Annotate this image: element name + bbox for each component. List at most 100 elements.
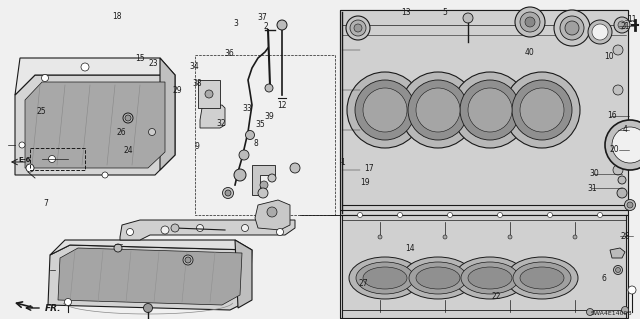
Ellipse shape bbox=[349, 257, 421, 299]
Circle shape bbox=[592, 24, 608, 40]
Text: 13: 13 bbox=[401, 8, 412, 17]
Text: 8: 8 bbox=[253, 139, 259, 148]
Bar bbox=[340, 10, 628, 210]
Circle shape bbox=[397, 212, 403, 218]
Circle shape bbox=[346, 16, 370, 40]
Text: 24: 24 bbox=[123, 146, 133, 155]
Polygon shape bbox=[58, 248, 242, 305]
Circle shape bbox=[223, 188, 234, 198]
Text: 1: 1 bbox=[340, 158, 345, 167]
Circle shape bbox=[612, 127, 640, 163]
Text: 34: 34 bbox=[189, 62, 199, 71]
Circle shape bbox=[127, 228, 134, 235]
Circle shape bbox=[598, 212, 602, 218]
Text: 14: 14 bbox=[404, 244, 415, 253]
Circle shape bbox=[618, 21, 626, 29]
Text: 2: 2 bbox=[263, 22, 268, 31]
Polygon shape bbox=[340, 215, 628, 318]
Circle shape bbox=[19, 142, 25, 148]
Circle shape bbox=[205, 90, 213, 98]
Circle shape bbox=[512, 80, 572, 140]
Text: 37: 37 bbox=[257, 13, 268, 22]
Polygon shape bbox=[255, 200, 290, 230]
Circle shape bbox=[525, 17, 535, 27]
Ellipse shape bbox=[402, 257, 474, 299]
Circle shape bbox=[350, 20, 366, 36]
Text: 29: 29 bbox=[172, 86, 182, 95]
Circle shape bbox=[358, 212, 362, 218]
Circle shape bbox=[161, 226, 169, 234]
Text: 38: 38 bbox=[192, 79, 202, 88]
Polygon shape bbox=[610, 248, 625, 258]
Polygon shape bbox=[48, 245, 252, 310]
Circle shape bbox=[614, 265, 623, 275]
Circle shape bbox=[463, 13, 473, 23]
Bar bbox=[198, 80, 220, 108]
Circle shape bbox=[183, 255, 193, 265]
Circle shape bbox=[443, 235, 447, 239]
Text: 23: 23 bbox=[148, 59, 159, 68]
Circle shape bbox=[234, 169, 246, 181]
Circle shape bbox=[196, 225, 204, 232]
Circle shape bbox=[616, 268, 621, 272]
Circle shape bbox=[65, 299, 72, 306]
Circle shape bbox=[225, 190, 231, 196]
Circle shape bbox=[468, 88, 512, 132]
Circle shape bbox=[355, 80, 415, 140]
Circle shape bbox=[265, 84, 273, 92]
Ellipse shape bbox=[356, 262, 414, 294]
Text: 22: 22 bbox=[492, 292, 500, 301]
Circle shape bbox=[627, 202, 633, 208]
Ellipse shape bbox=[468, 267, 512, 289]
Circle shape bbox=[515, 7, 545, 37]
Circle shape bbox=[617, 188, 627, 198]
Circle shape bbox=[123, 113, 133, 123]
Ellipse shape bbox=[513, 262, 571, 294]
Text: 36: 36 bbox=[224, 49, 234, 58]
Text: 18: 18 bbox=[112, 12, 121, 21]
Text: 26: 26 bbox=[116, 128, 127, 137]
Ellipse shape bbox=[416, 267, 460, 289]
Circle shape bbox=[241, 225, 248, 232]
Polygon shape bbox=[252, 165, 275, 195]
Ellipse shape bbox=[520, 267, 564, 289]
Text: 15: 15 bbox=[134, 54, 145, 63]
Circle shape bbox=[586, 308, 593, 315]
Circle shape bbox=[239, 150, 249, 160]
Ellipse shape bbox=[363, 267, 407, 289]
Circle shape bbox=[618, 176, 626, 184]
Text: 9: 9 bbox=[195, 142, 200, 151]
Text: 3: 3 bbox=[233, 19, 238, 28]
Circle shape bbox=[621, 307, 628, 314]
Text: 11: 11 bbox=[628, 15, 637, 24]
Circle shape bbox=[49, 155, 56, 162]
Text: 5: 5 bbox=[442, 8, 447, 17]
Circle shape bbox=[547, 212, 552, 218]
Ellipse shape bbox=[409, 262, 467, 294]
Circle shape bbox=[588, 20, 612, 44]
Polygon shape bbox=[200, 105, 225, 128]
Text: 20: 20 bbox=[609, 145, 620, 154]
Circle shape bbox=[565, 21, 579, 35]
Circle shape bbox=[246, 130, 255, 139]
Text: 17: 17 bbox=[364, 164, 374, 173]
Circle shape bbox=[258, 188, 268, 198]
Text: 12: 12 bbox=[277, 101, 286, 110]
Circle shape bbox=[573, 235, 577, 239]
Circle shape bbox=[125, 115, 131, 121]
Text: 35: 35 bbox=[255, 120, 266, 129]
Text: 25: 25 bbox=[36, 107, 47, 115]
Circle shape bbox=[363, 88, 407, 132]
Circle shape bbox=[447, 212, 452, 218]
Circle shape bbox=[114, 244, 122, 252]
Polygon shape bbox=[235, 240, 252, 308]
Circle shape bbox=[504, 72, 580, 148]
Text: FR.: FR. bbox=[45, 304, 61, 313]
Circle shape bbox=[268, 174, 276, 182]
Circle shape bbox=[520, 12, 540, 32]
Polygon shape bbox=[25, 82, 165, 168]
Circle shape bbox=[185, 257, 191, 263]
Circle shape bbox=[276, 228, 284, 235]
Circle shape bbox=[613, 165, 623, 175]
Text: 19: 19 bbox=[360, 178, 371, 187]
